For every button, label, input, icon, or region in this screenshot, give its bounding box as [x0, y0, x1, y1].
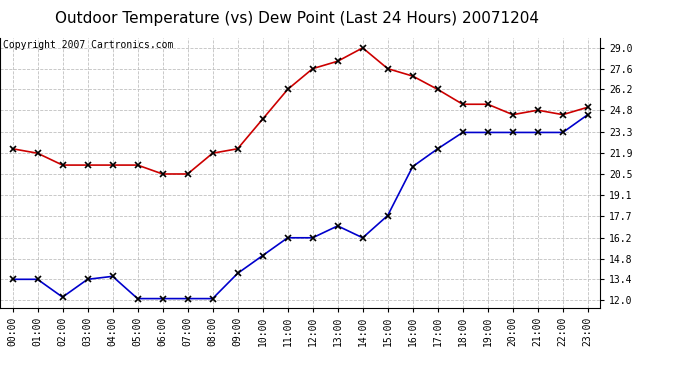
Text: Outdoor Temperature (vs) Dew Point (Last 24 Hours) 20071204: Outdoor Temperature (vs) Dew Point (Last… [55, 11, 539, 26]
Text: Copyright 2007 Cartronics.com: Copyright 2007 Cartronics.com [3, 40, 173, 50]
